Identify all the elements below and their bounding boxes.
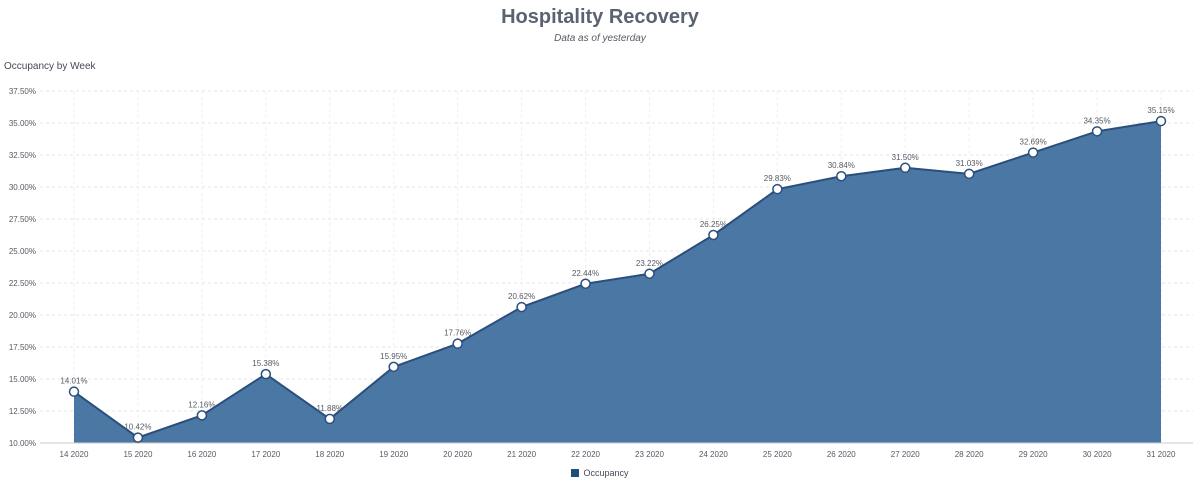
data-label: 15.95% [380, 352, 407, 361]
data-point [68, 386, 80, 397]
data-label: 31.03% [956, 159, 983, 168]
data-label: 15.38% [252, 359, 279, 368]
y-tick-label: 20.00% [9, 311, 36, 320]
data-point [1027, 147, 1039, 158]
chart-title: Hospitality Recovery [501, 6, 699, 28]
y-tick-label: 22.50% [9, 279, 36, 288]
x-tick-label: 20 2020 [443, 450, 472, 459]
data-label: 23.22% [636, 259, 663, 268]
data-point [644, 268, 655, 280]
data-label: 26.25% [700, 220, 727, 229]
data-point [836, 170, 847, 182]
data-point [963, 168, 975, 180]
y-tick-label: 25.00% [9, 247, 36, 256]
data-point [1155, 115, 1167, 127]
data-point [388, 361, 399, 373]
x-tick-label: 31 2020 [1147, 450, 1176, 459]
x-tick-label: 21 2020 [507, 450, 536, 459]
data-label: 35.15% [1147, 106, 1174, 115]
y-tick-label: 30.00% [9, 183, 36, 192]
y-tick-label: 32.50% [9, 151, 36, 160]
y-axis-label: Occupancy by Week [4, 61, 96, 72]
data-label: 32.69% [1020, 138, 1047, 147]
legend-label-occupancy: Occupancy [583, 468, 629, 478]
data-label: 22.44% [572, 269, 599, 278]
data-point [580, 278, 591, 290]
y-tick-label: 35.00% [9, 119, 36, 128]
y-tick-label: 10.00% [9, 439, 36, 448]
chart-subtitle: Data as of yesterday [554, 33, 646, 44]
x-tick-label: 16 2020 [187, 450, 216, 459]
data-label: 17.76% [444, 329, 471, 338]
data-label: 10.42% [124, 423, 151, 432]
y-tick-label: 37.50% [9, 87, 36, 96]
data-label: 31.50% [892, 153, 919, 162]
series-line-occupancy [73, 120, 1162, 439]
y-tick-label: 17.50% [9, 343, 36, 352]
data-label: 30.84% [828, 161, 855, 170]
data-point [260, 368, 272, 380]
x-tick-label: 23 2020 [635, 450, 664, 459]
data-point [899, 162, 911, 174]
x-tick-label: 24 2020 [699, 450, 728, 459]
x-tick-label: 27 2020 [891, 450, 920, 459]
x-tick-label: 14 2020 [60, 450, 89, 459]
data-label: 11.88% [316, 404, 343, 413]
legend-swatch [571, 469, 580, 477]
x-tick-label: 30 2020 [1083, 450, 1112, 459]
data-label: 34.35% [1083, 116, 1110, 125]
data-point [196, 410, 208, 421]
x-tick-label: 19 2020 [379, 450, 408, 459]
y-tick-label: 27.50% [9, 215, 36, 224]
data-point [132, 432, 144, 443]
data-point [772, 183, 783, 195]
data-point [516, 301, 527, 313]
data-point [1091, 126, 1103, 137]
x-tick-label: 17 2020 [251, 450, 280, 459]
x-tick-label: 15 2020 [123, 450, 152, 459]
data-point [324, 413, 336, 425]
x-tick-label: 22 2020 [571, 450, 600, 459]
x-tick-label: 29 2020 [1019, 450, 1048, 459]
x-tick-label: 25 2020 [763, 450, 792, 459]
data-label: 14.01% [60, 377, 87, 386]
data-point [452, 338, 463, 349]
data-label: 12.16% [188, 400, 215, 409]
x-tick-label: 26 2020 [827, 450, 856, 459]
data-label: 29.83% [764, 174, 791, 183]
data-point [708, 229, 719, 241]
y-tick-label: 15.00% [9, 375, 36, 384]
series-area-occupancy [74, 121, 1161, 443]
x-tick-label: 28 2020 [955, 450, 984, 459]
legend[interactable]: Occupancy [0, 468, 1200, 478]
x-tick-label: 18 2020 [315, 450, 344, 459]
data-label: 20.62% [508, 292, 535, 301]
y-tick-label: 12.50% [9, 407, 36, 416]
